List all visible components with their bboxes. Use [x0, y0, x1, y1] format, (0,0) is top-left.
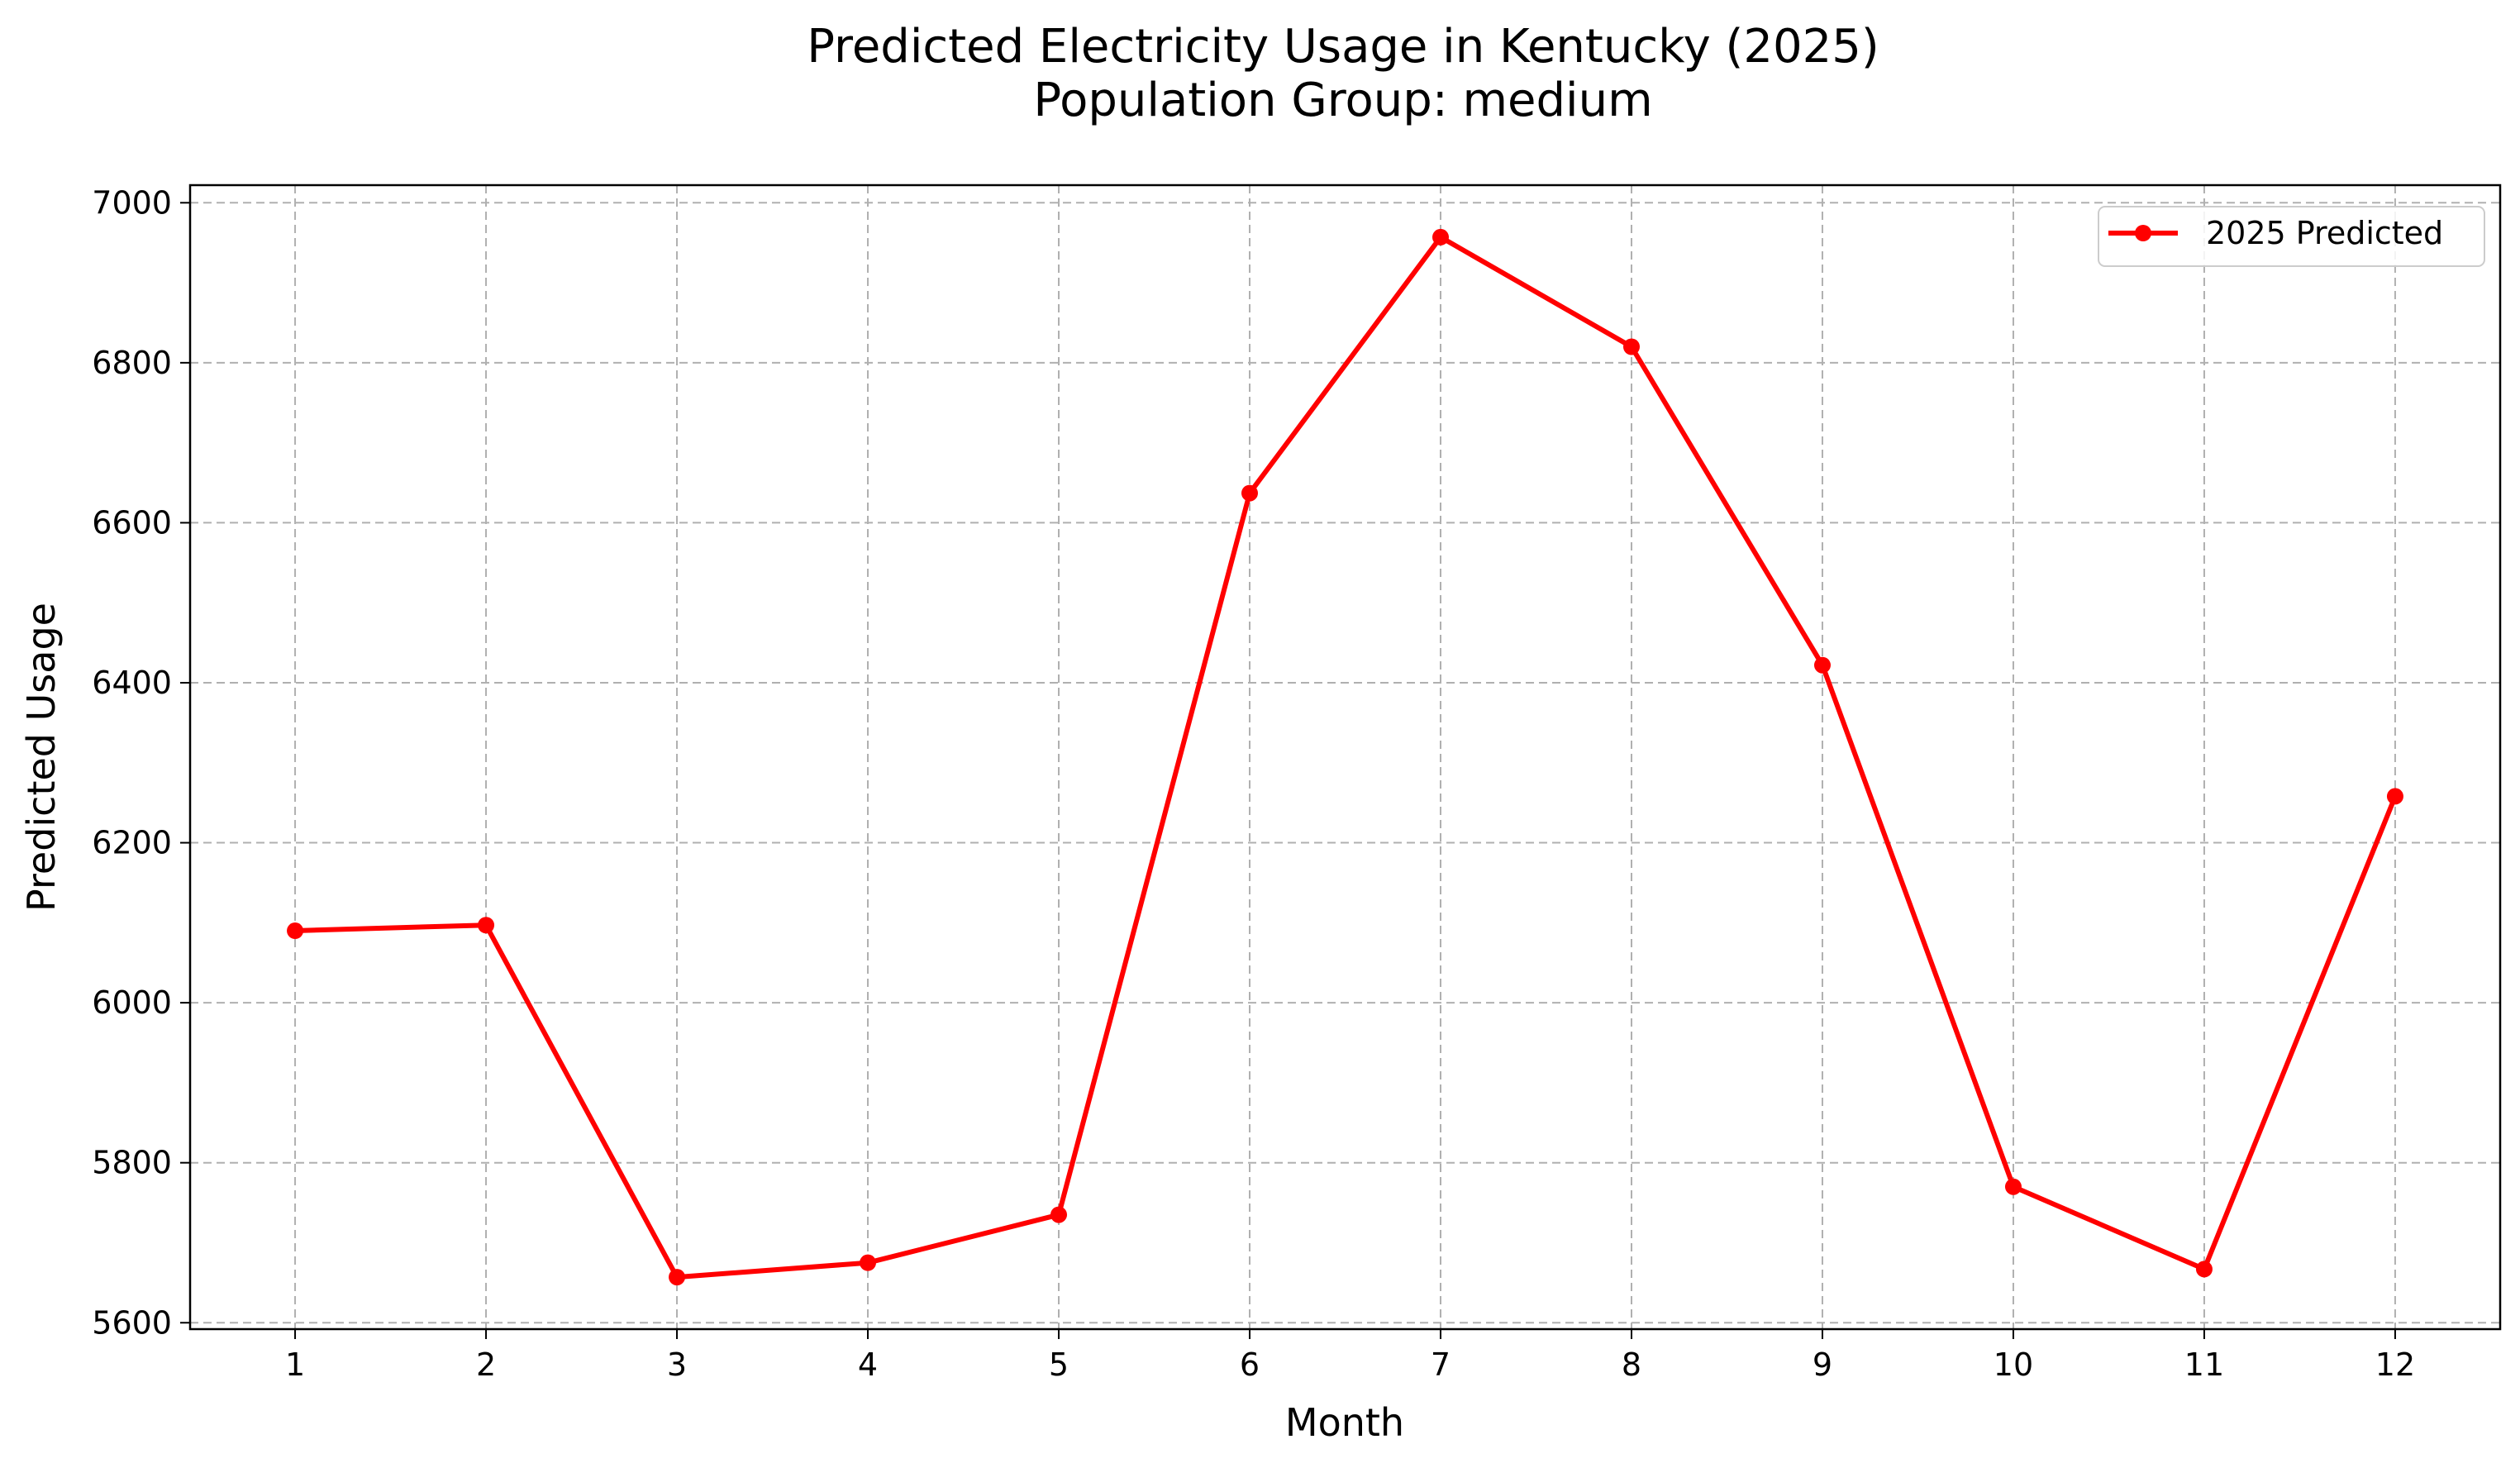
x-axis-label: Month: [1285, 1400, 1404, 1445]
x-tick-label: 9: [1813, 1346, 1832, 1383]
y-axis-label: Predicted Usage: [19, 603, 64, 912]
x-tick-label: 11: [2184, 1346, 2224, 1383]
y-tick-label: 6000: [92, 984, 172, 1021]
legend: 2025 Predicted: [2098, 206, 2485, 267]
data-point: [1241, 484, 1259, 502]
data-point: [287, 922, 304, 940]
y-tick-label: 5800: [92, 1145, 172, 1181]
data-point: [860, 1254, 877, 1271]
x-tick-label: 5: [1049, 1346, 1069, 1383]
chart-title: Predicted Electricity Usage in Kentucky …: [807, 20, 1879, 74]
data-point: [2004, 1178, 2022, 1195]
x-tick-label: 10: [1994, 1346, 2033, 1383]
x-tick-label: 8: [1622, 1346, 1641, 1383]
x-tick-label: 7: [1431, 1346, 1451, 1383]
x-tick-label: 2: [476, 1346, 496, 1383]
data-point: [669, 1269, 686, 1286]
x-tick-label: 12: [2375, 1346, 2415, 1383]
data-point: [2195, 1261, 2213, 1278]
x-tick-label: 4: [858, 1346, 878, 1383]
plot-area-frame: [188, 184, 2502, 1331]
data-point: [1622, 338, 1640, 355]
grid-lines: [190, 185, 2500, 1329]
chart-subtitle: Population Group: medium: [1033, 74, 1652, 127]
legend-marker-sample: [2135, 225, 2151, 241]
x-tick-label: 6: [1240, 1346, 1260, 1383]
y-tick-label: 7000: [92, 184, 172, 221]
series-line: [293, 234, 2398, 1280]
axis-ticks: 1 2 3 4 5 6 7 8 9 10 11 125600580060006200640066006…: [92, 184, 2415, 1383]
data-point: [1431, 228, 1449, 245]
y-tick-label: 6200: [92, 825, 172, 861]
legend-frame: [2098, 206, 2485, 267]
data-point: [1813, 656, 1831, 674]
y-tick-label: 5600: [92, 1304, 172, 1341]
y-tick-label: 6400: [92, 665, 172, 701]
x-tick-label: 3: [667, 1346, 687, 1383]
legend-entry-label: 2025 Predicted: [2206, 215, 2443, 251]
data-point: [478, 917, 495, 934]
x-tick-label: 1: [285, 1346, 305, 1383]
y-tick-label: 6600: [92, 504, 172, 541]
data-point: [1050, 1206, 1068, 1223]
series-layer: [287, 228, 2403, 1286]
data-point: [2386, 788, 2403, 805]
y-tick-label: 6800: [92, 345, 172, 381]
